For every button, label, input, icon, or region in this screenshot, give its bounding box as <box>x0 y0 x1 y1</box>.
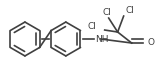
Text: NH: NH <box>95 34 108 44</box>
Text: O: O <box>148 38 155 48</box>
Text: Cl: Cl <box>126 6 134 15</box>
Text: Cl: Cl <box>88 22 97 31</box>
Text: Cl: Cl <box>103 8 112 17</box>
